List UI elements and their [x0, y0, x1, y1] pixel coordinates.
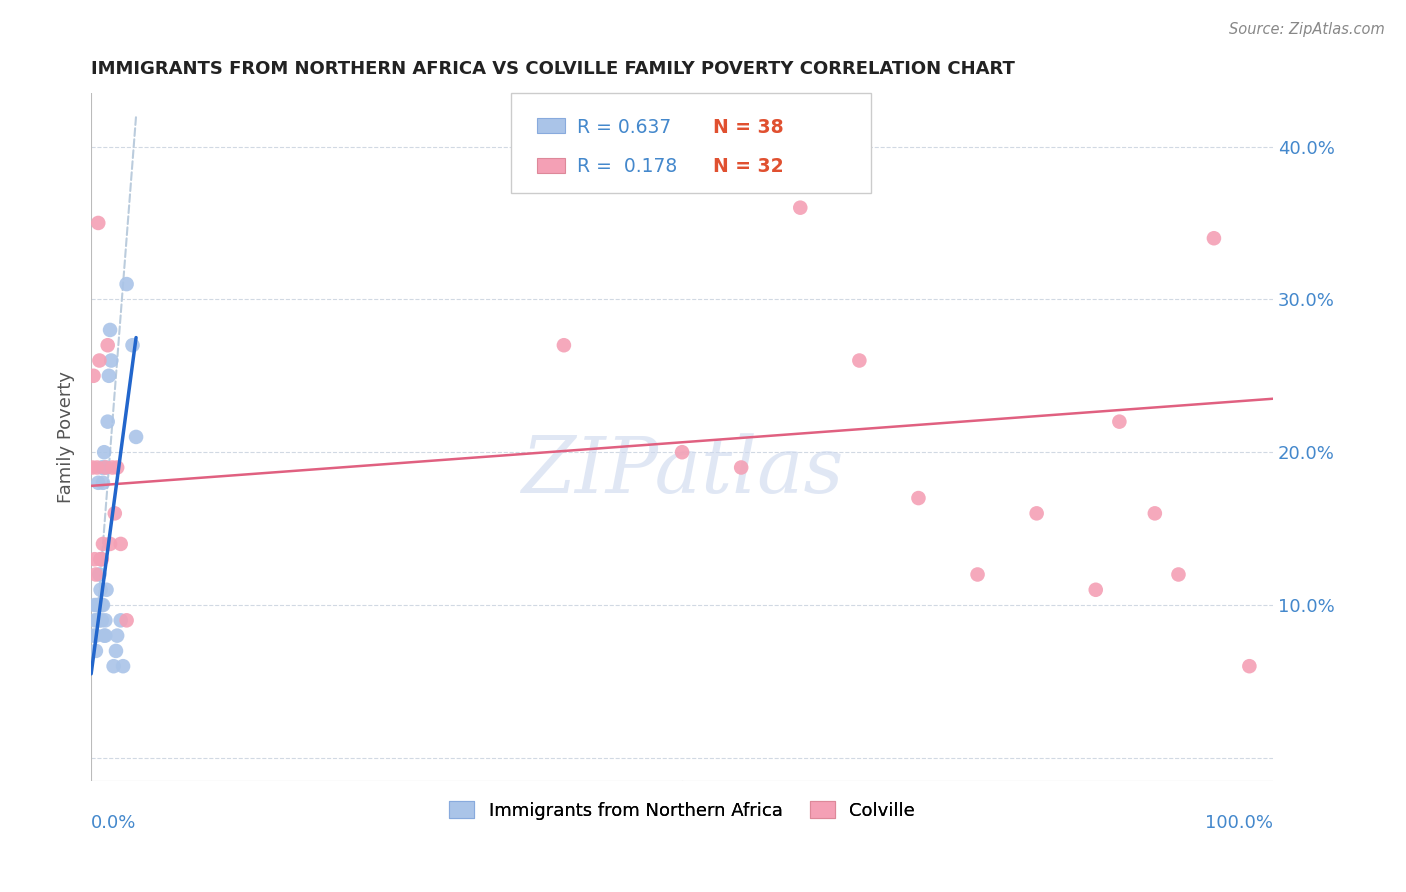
- Point: [104, 644, 127, 658]
- Legend: Immigrants from Northern Africa, Colville: Immigrants from Northern Africa, Colvill…: [449, 801, 915, 820]
- Point: [105, 629, 128, 643]
- Point: [86, 598, 108, 612]
- Point: [91, 475, 114, 490]
- FancyBboxPatch shape: [510, 93, 872, 193]
- Point: [115, 613, 138, 627]
- Point: [90, 598, 112, 612]
- Text: Source: ZipAtlas.com: Source: ZipAtlas.com: [1229, 22, 1385, 37]
- Point: [966, 567, 988, 582]
- Point: [121, 338, 143, 352]
- Point: [90, 552, 112, 566]
- Point: [87, 475, 110, 490]
- Text: 0.0%: 0.0%: [91, 814, 136, 832]
- Point: [83, 552, 105, 566]
- Point: [100, 353, 122, 368]
- Point: [83, 598, 105, 612]
- Point: [671, 445, 693, 459]
- Text: IMMIGRANTS FROM NORTHERN AFRICA VS COLVILLE FAMILY POVERTY CORRELATION CHART: IMMIGRANTS FROM NORTHERN AFRICA VS COLVI…: [91, 60, 1015, 78]
- Point: [94, 629, 117, 643]
- Point: [97, 415, 120, 429]
- Point: [83, 613, 105, 627]
- Point: [89, 613, 111, 627]
- Point: [86, 460, 108, 475]
- Point: [98, 323, 121, 337]
- Point: [97, 368, 120, 383]
- Text: 100.0%: 100.0%: [1205, 814, 1272, 832]
- Point: [87, 216, 110, 230]
- Point: [90, 613, 112, 627]
- Text: R =  0.178: R = 0.178: [576, 158, 678, 177]
- Point: [104, 507, 127, 521]
- Point: [101, 460, 124, 475]
- FancyBboxPatch shape: [537, 119, 565, 134]
- Point: [93, 629, 115, 643]
- Point: [730, 460, 752, 475]
- Point: [1025, 507, 1047, 521]
- Point: [848, 353, 870, 368]
- Point: [91, 598, 114, 612]
- Point: [84, 567, 107, 582]
- Point: [90, 460, 112, 475]
- Point: [86, 613, 108, 627]
- Point: [96, 460, 118, 475]
- Text: N = 32: N = 32: [713, 158, 783, 177]
- Point: [553, 338, 575, 352]
- Point: [96, 582, 118, 597]
- FancyBboxPatch shape: [537, 158, 565, 173]
- Point: [84, 644, 107, 658]
- Point: [87, 598, 110, 612]
- Point: [1143, 507, 1166, 521]
- Point: [90, 552, 112, 566]
- Point: [89, 598, 111, 612]
- Point: [907, 491, 929, 505]
- Point: [110, 537, 132, 551]
- Point: [90, 552, 112, 566]
- Point: [789, 201, 811, 215]
- Point: [84, 629, 107, 643]
- Point: [93, 445, 115, 459]
- Point: [125, 430, 148, 444]
- Point: [98, 537, 121, 551]
- Point: [94, 460, 117, 475]
- Point: [83, 629, 105, 643]
- Point: [1239, 659, 1261, 673]
- Text: R = 0.637: R = 0.637: [576, 118, 672, 137]
- Point: [112, 659, 135, 673]
- Point: [1084, 582, 1107, 597]
- Point: [91, 537, 114, 551]
- Point: [1108, 415, 1130, 429]
- Point: [105, 460, 128, 475]
- Point: [97, 338, 120, 352]
- Point: [82, 460, 104, 475]
- Point: [1167, 567, 1189, 582]
- Point: [83, 368, 105, 383]
- Point: [1202, 231, 1225, 245]
- Point: [89, 567, 111, 582]
- Text: ZIPatlas: ZIPatlas: [520, 434, 844, 509]
- Point: [115, 277, 138, 291]
- Point: [89, 353, 111, 368]
- Point: [90, 582, 112, 597]
- Point: [110, 613, 132, 627]
- Point: [94, 613, 117, 627]
- Point: [91, 460, 114, 475]
- Text: N = 38: N = 38: [713, 118, 783, 137]
- Y-axis label: Family Poverty: Family Poverty: [58, 371, 75, 503]
- Point: [103, 659, 125, 673]
